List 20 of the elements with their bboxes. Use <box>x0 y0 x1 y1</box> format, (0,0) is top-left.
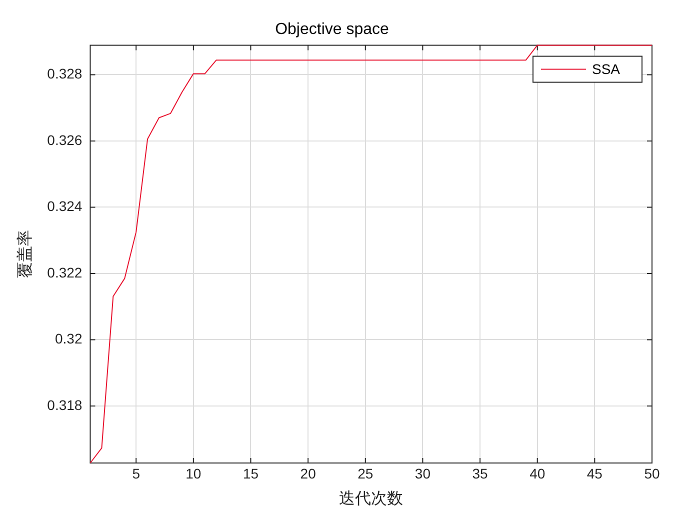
x-tick-label: 5 <box>132 465 140 482</box>
y-tick-label: 0.328 <box>47 66 82 82</box>
x-tick-label: 50 <box>644 465 660 482</box>
legend-label: SSA <box>592 61 621 78</box>
x-tick-label: 15 <box>242 465 259 482</box>
x-axis-title: 迭代次数 <box>339 488 404 508</box>
y-tick-label: 0.32 <box>54 330 82 347</box>
x-tick-label: 40 <box>530 465 546 482</box>
x-tick-label: 20 <box>300 465 316 482</box>
x-tick-label: 35 <box>472 465 488 482</box>
y-tick-label: 0.318 <box>47 396 82 413</box>
y-axis-title: 覆盖率 <box>14 230 34 278</box>
x-tick-label: 25 <box>358 465 374 482</box>
x-tick-label: 30 <box>414 465 431 482</box>
y-tick-label: 0.322 <box>47 264 82 280</box>
y-tick-label: 0.326 <box>47 132 82 148</box>
chart-title: Objective space <box>275 21 390 38</box>
x-tick-label: 45 <box>586 465 603 482</box>
x-tick-label: 10 <box>186 465 202 482</box>
y-tick-label: 0.324 <box>47 198 82 214</box>
